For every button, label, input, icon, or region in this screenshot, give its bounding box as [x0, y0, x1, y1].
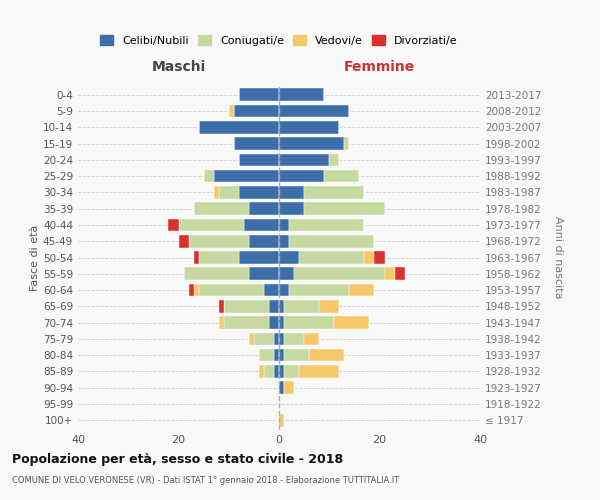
Bar	[284, 382, 294, 394]
Bar	[279, 349, 284, 362]
Bar	[279, 154, 329, 166]
Bar	[309, 349, 344, 362]
Bar	[289, 284, 349, 296]
Bar	[269, 300, 279, 312]
Bar	[188, 235, 249, 248]
Legend: Celibi/Nubili, Coniugati/e, Vedovi/e, Divorziati/e: Celibi/Nubili, Coniugati/e, Vedovi/e, Di…	[100, 36, 458, 46]
Bar	[239, 251, 279, 264]
Bar	[319, 300, 340, 312]
Bar	[279, 104, 349, 118]
Bar	[374, 251, 385, 264]
Bar	[194, 284, 199, 296]
Bar	[279, 414, 284, 426]
Y-axis label: Fasce di età: Fasce di età	[30, 224, 40, 290]
Bar	[329, 154, 340, 166]
Bar	[304, 332, 319, 345]
Bar	[234, 104, 279, 118]
Bar	[279, 251, 299, 264]
Bar	[259, 365, 264, 378]
Bar	[229, 104, 234, 118]
Bar	[304, 186, 364, 199]
Bar	[249, 268, 279, 280]
Bar	[254, 332, 274, 345]
Bar	[304, 202, 385, 215]
Bar	[259, 349, 274, 362]
Bar	[284, 300, 319, 312]
Bar	[279, 365, 284, 378]
Bar	[289, 218, 364, 232]
Bar	[279, 88, 324, 101]
Bar	[188, 284, 194, 296]
Bar	[199, 251, 239, 264]
Bar	[279, 268, 294, 280]
Bar	[224, 300, 269, 312]
Bar	[364, 251, 374, 264]
Bar	[274, 365, 279, 378]
Bar	[244, 218, 279, 232]
Bar	[279, 382, 284, 394]
Bar	[218, 316, 224, 329]
Bar	[184, 268, 249, 280]
Bar	[299, 365, 340, 378]
Bar	[274, 349, 279, 362]
Bar	[279, 332, 284, 345]
Bar	[264, 365, 274, 378]
Bar	[264, 284, 279, 296]
Bar	[179, 218, 244, 232]
Bar	[179, 235, 188, 248]
Bar	[249, 202, 279, 215]
Bar	[169, 218, 179, 232]
Bar	[279, 202, 304, 215]
Bar	[395, 268, 404, 280]
Bar	[279, 316, 284, 329]
Bar	[279, 235, 289, 248]
Bar	[239, 186, 279, 199]
Bar	[284, 349, 309, 362]
Bar	[279, 170, 324, 182]
Bar	[199, 121, 279, 134]
Bar	[279, 300, 284, 312]
Bar	[249, 332, 254, 345]
Bar	[269, 316, 279, 329]
Bar	[218, 300, 224, 312]
Bar	[279, 218, 289, 232]
Bar	[214, 170, 279, 182]
Bar	[219, 186, 239, 199]
Bar	[284, 365, 299, 378]
Bar	[324, 170, 359, 182]
Bar	[289, 235, 374, 248]
Bar	[385, 268, 395, 280]
Bar	[214, 186, 218, 199]
Bar	[239, 154, 279, 166]
Bar	[274, 332, 279, 345]
Bar	[199, 284, 264, 296]
Text: Maschi: Maschi	[151, 60, 206, 74]
Bar	[284, 332, 304, 345]
Bar	[194, 202, 249, 215]
Bar	[234, 137, 279, 150]
Bar	[284, 316, 334, 329]
Bar	[203, 170, 214, 182]
Bar	[194, 251, 199, 264]
Bar	[279, 121, 340, 134]
Bar	[249, 235, 279, 248]
Bar	[279, 137, 344, 150]
Bar	[349, 284, 374, 296]
Text: Popolazione per età, sesso e stato civile - 2018: Popolazione per età, sesso e stato civil…	[12, 452, 343, 466]
Bar	[299, 251, 364, 264]
Text: COMUNE DI VELO VERONESE (VR) - Dati ISTAT 1° gennaio 2018 - Elaborazione TUTTITA: COMUNE DI VELO VERONESE (VR) - Dati ISTA…	[12, 476, 399, 485]
Bar	[334, 316, 370, 329]
Bar	[279, 186, 304, 199]
Bar	[344, 137, 349, 150]
Bar	[224, 316, 269, 329]
Y-axis label: Anni di nascita: Anni di nascita	[553, 216, 563, 298]
Bar	[279, 284, 289, 296]
Bar	[239, 88, 279, 101]
Bar	[294, 268, 385, 280]
Text: Femmine: Femmine	[344, 60, 415, 74]
